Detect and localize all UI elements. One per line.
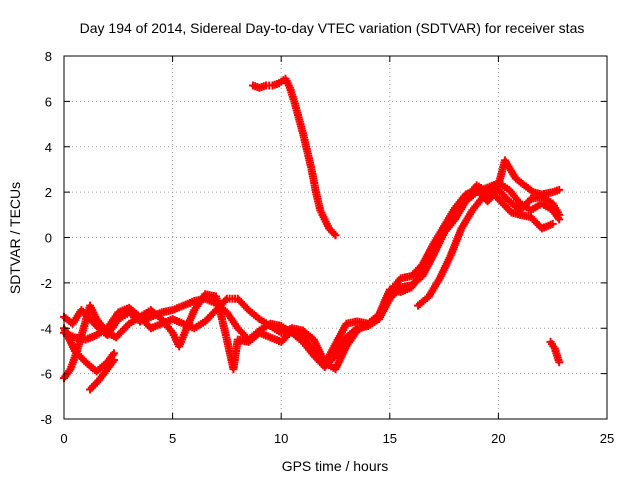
- y-tick-label: -6: [40, 367, 52, 382]
- data-point: [109, 349, 118, 358]
- x-axis-ticks: 0 5 10 15 20 25: [60, 56, 614, 446]
- x-tick-label: 5: [169, 431, 176, 446]
- series-track-e: [86, 356, 118, 394]
- y-tick-label: -4: [40, 321, 52, 336]
- series-track-d: [60, 324, 118, 376]
- series-track-c: [60, 156, 564, 383]
- data-point: [555, 358, 564, 367]
- chart-title: Day 194 of 2014, Sidereal Day-to-day VTE…: [80, 20, 585, 36]
- x-tick-label: 15: [383, 431, 397, 446]
- x-tick-label: 25: [600, 431, 614, 446]
- data-points: [60, 74, 564, 394]
- y-tick-label: 2: [45, 185, 52, 200]
- x-tick-label: 10: [274, 431, 288, 446]
- data-point-fill: [221, 296, 230, 305]
- y-tick-label: 4: [45, 140, 52, 155]
- y-tick-label: 0: [45, 231, 52, 246]
- y-tick-label: -2: [40, 276, 52, 291]
- series-track-f: [414, 190, 557, 310]
- grid: [64, 56, 607, 419]
- y-axis-ticks: -8 -6 -4 -2 0 2 4 6 8: [40, 49, 607, 427]
- x-axis-label: GPS time / hours: [282, 458, 389, 474]
- data-point: [109, 356, 118, 365]
- y-tick-label: 8: [45, 49, 52, 64]
- y-tick-label: -8: [40, 412, 52, 427]
- data-point: [555, 210, 564, 219]
- data-point: [548, 219, 557, 228]
- series-track-h: [546, 337, 564, 367]
- data-point: [555, 185, 564, 194]
- y-axis-label: SDTVAR / TECUs: [7, 182, 23, 294]
- x-tick-label: 20: [491, 431, 505, 446]
- x-tick-label: 0: [60, 431, 67, 446]
- y-tick-label: 6: [45, 94, 52, 109]
- data-point: [331, 231, 340, 240]
- series-track-g: [248, 74, 340, 240]
